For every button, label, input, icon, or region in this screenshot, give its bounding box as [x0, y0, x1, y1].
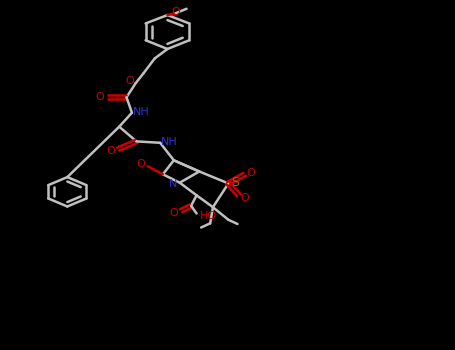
Text: HO: HO — [200, 211, 217, 221]
Text: S: S — [231, 176, 239, 189]
Text: NH: NH — [161, 137, 177, 147]
Text: N: N — [169, 180, 177, 189]
Text: O: O — [95, 92, 104, 102]
Text: O: O — [125, 76, 134, 85]
Text: O: O — [171, 7, 180, 16]
Text: O: O — [136, 159, 145, 169]
Text: O: O — [240, 193, 249, 203]
Text: O: O — [169, 209, 178, 218]
Text: NH: NH — [133, 107, 149, 117]
Text: O: O — [247, 168, 256, 178]
Text: O: O — [106, 146, 116, 156]
